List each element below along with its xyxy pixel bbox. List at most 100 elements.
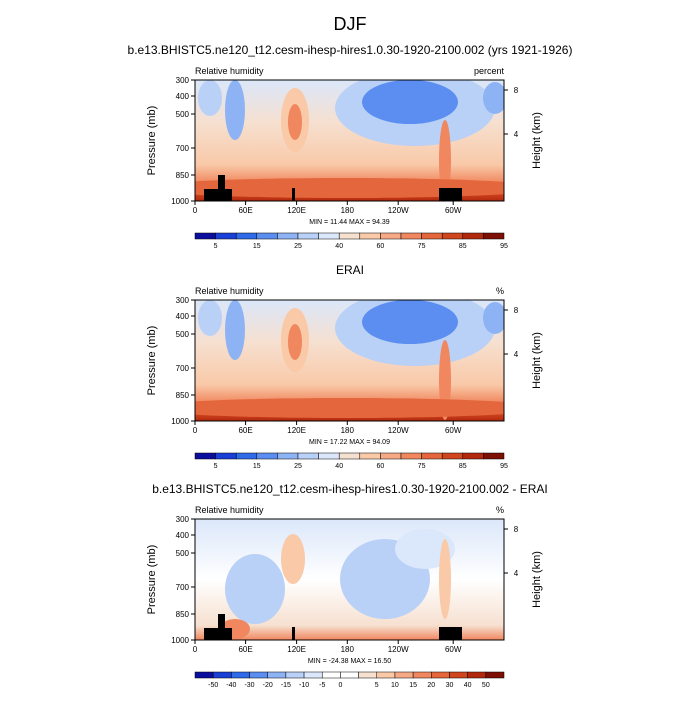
pressure-tick-label: 850 bbox=[176, 391, 190, 400]
longitude-tick-label: 120W bbox=[388, 206, 409, 215]
colorbar-swatch bbox=[412, 671, 432, 679]
colorbar-swatch bbox=[212, 671, 232, 679]
colorbar-label: -20 bbox=[263, 682, 273, 689]
colorbar-label: 60 bbox=[377, 243, 385, 250]
colorbar-swatch bbox=[235, 232, 258, 240]
colorbar-label: 5 bbox=[375, 682, 379, 689]
longitude-tick-label: 120E bbox=[287, 206, 306, 215]
moist-core-maritime bbox=[288, 324, 302, 360]
colorbar-label: 85 bbox=[459, 243, 467, 250]
panels: b.e13.BHISTC5.ne120_t12.cesm-ihesp-hires… bbox=[128, 43, 573, 689]
colorbar-swatch bbox=[449, 671, 468, 679]
colorbar-swatch bbox=[285, 671, 305, 679]
longitude-tick-label: 0 bbox=[193, 645, 198, 654]
plot-frame bbox=[194, 79, 505, 202]
colorbar-swatch bbox=[431, 671, 450, 679]
boundary-layer-moisture bbox=[195, 178, 504, 198]
longitude-tick-label: 60W bbox=[445, 426, 462, 435]
panel-title: ERAI bbox=[336, 263, 364, 277]
colorbar-label: 30 bbox=[446, 682, 454, 689]
pressure-tick-label: 400 bbox=[176, 92, 190, 101]
longitude-tick-label: 180 bbox=[341, 426, 355, 435]
pressure-tick-label: 700 bbox=[176, 364, 190, 373]
colorbar-swatch bbox=[338, 452, 361, 460]
colorbar-label: 40 bbox=[335, 243, 343, 250]
height-tick-label: 8 bbox=[514, 86, 519, 95]
min-max-stats: MIN = -24.38 MAX = 16.50 bbox=[308, 658, 391, 665]
boundary-layer-moisture bbox=[195, 398, 504, 418]
pressure-axis-label: Pressure (mb) bbox=[146, 545, 158, 615]
longitude-tick-label: 60W bbox=[445, 645, 462, 654]
colorbar-swatch bbox=[297, 232, 319, 240]
colorbar-label: 95 bbox=[500, 463, 508, 470]
colorbar-swatch bbox=[467, 671, 487, 679]
colorbar-swatch bbox=[340, 671, 359, 679]
longitude-tick-label: 120W bbox=[388, 426, 409, 435]
colorbar-swatch bbox=[462, 452, 484, 460]
field-features bbox=[204, 529, 462, 640]
panel-title: b.e13.BHISTC5.ne120_t12.cesm-ihesp-hires… bbox=[128, 43, 573, 57]
longitude-tick-label: 0 bbox=[193, 426, 198, 435]
dry-region-atlantic bbox=[483, 302, 504, 334]
pressure-tick-label: 300 bbox=[176, 76, 190, 85]
pressure-tick-label: 1000 bbox=[171, 636, 189, 645]
colorbar-swatch bbox=[441, 452, 464, 460]
colorbar-swatch bbox=[256, 232, 278, 240]
height-tick-label: 4 bbox=[514, 350, 519, 359]
panel-3: b.e13.BHISTC5.ne120_t12.cesm-ihesp-hires… bbox=[146, 482, 548, 689]
height-tick-label: 8 bbox=[514, 525, 519, 534]
colorbar-label: 40 bbox=[335, 463, 343, 470]
colorbar-swatch bbox=[277, 232, 299, 240]
colorbar-label: 15 bbox=[253, 463, 261, 470]
colorbar-swatch bbox=[267, 671, 287, 679]
colorbar-swatch bbox=[400, 452, 422, 460]
dry-region-atlantic bbox=[483, 82, 504, 114]
colorbar-swatch bbox=[376, 671, 396, 679]
panel-units-label: percent bbox=[474, 66, 505, 76]
pressure-axis-label: Pressure (mb) bbox=[146, 106, 158, 176]
height-tick-label: 4 bbox=[514, 130, 519, 139]
longitude-tick-label: 60E bbox=[238, 645, 252, 654]
dry-core-pacific bbox=[362, 80, 458, 124]
longitude-tick-label: 180 bbox=[341, 645, 355, 654]
longitude-tick-label: 120E bbox=[287, 645, 306, 654]
min-max-stats: MIN = 17.22 MAX = 94.09 bbox=[309, 439, 390, 446]
colorbar-swatch bbox=[215, 452, 237, 460]
panel-units-label: % bbox=[496, 505, 504, 515]
pressure-tick-label: 500 bbox=[176, 549, 190, 558]
colorbar-swatch bbox=[359, 452, 381, 460]
colorbar-swatch bbox=[194, 452, 216, 460]
colorbar-label: 25 bbox=[294, 463, 302, 470]
longitude-tick-label: 180 bbox=[341, 206, 355, 215]
colorbar-label: 20 bbox=[427, 682, 435, 689]
pressure-tick-label: 700 bbox=[176, 583, 190, 592]
colorbar-label: 85 bbox=[459, 463, 467, 470]
pressure-tick-label: 1000 bbox=[171, 197, 189, 206]
colorbar-label: -15 bbox=[281, 682, 291, 689]
colorbar-label: 75 bbox=[418, 463, 426, 470]
colorbar-swatch bbox=[194, 232, 216, 240]
longitude-tick-label: 60E bbox=[238, 426, 252, 435]
height-axis-label: Height (km) bbox=[531, 551, 543, 608]
height-axis-label: Height (km) bbox=[531, 332, 543, 389]
colorbar-swatch bbox=[256, 452, 278, 460]
colorbar-label: 10 bbox=[391, 682, 399, 689]
colorbar-swatch bbox=[358, 671, 378, 679]
longitude-tick-label: 120W bbox=[388, 645, 409, 654]
longitude-tick-label: 60W bbox=[445, 206, 462, 215]
colorbar-label: 60 bbox=[377, 463, 385, 470]
colorbar-swatch bbox=[380, 452, 402, 460]
topography-mask bbox=[292, 627, 295, 640]
height-tick-label: 8 bbox=[514, 306, 519, 315]
dry-region-indian bbox=[225, 300, 245, 360]
height-tick-label: 4 bbox=[514, 569, 519, 578]
field-features bbox=[195, 300, 504, 420]
dry-bias-indian bbox=[225, 554, 285, 624]
topography-mask bbox=[439, 627, 462, 640]
colorbar-swatch bbox=[277, 452, 299, 460]
colorbar-label: 50 bbox=[482, 682, 490, 689]
colorbar-swatch bbox=[380, 232, 402, 240]
colorbar-swatch bbox=[338, 232, 361, 240]
panel-units-label: % bbox=[496, 286, 504, 296]
colorbar-label: 15 bbox=[253, 243, 261, 250]
